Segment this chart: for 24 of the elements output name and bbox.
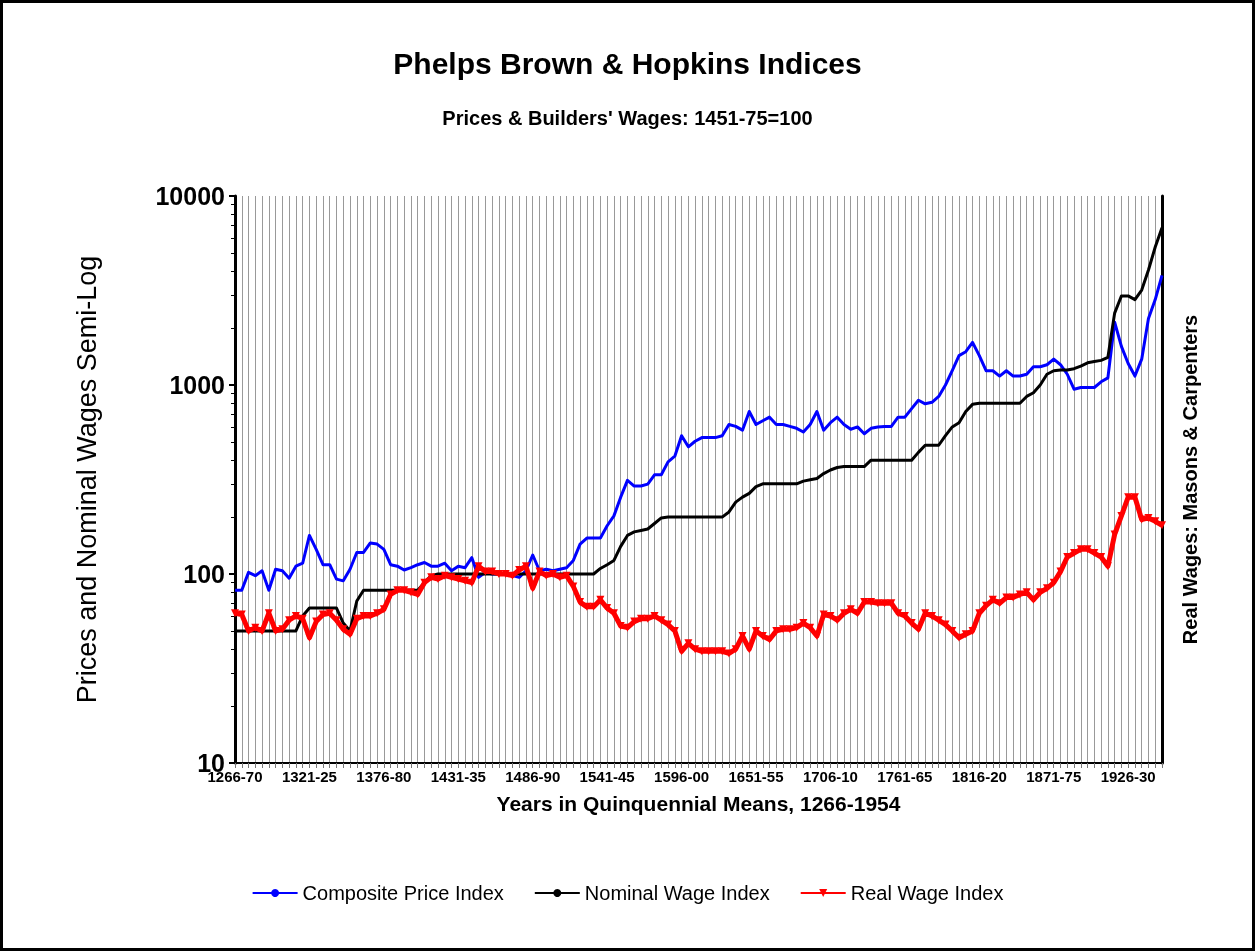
legend-label: Real Wage Index xyxy=(850,882,1004,904)
line-series xyxy=(233,273,1164,592)
x-tick-label: 1816-20 xyxy=(951,768,1007,785)
y-tick-label: 10000 xyxy=(155,182,225,210)
chart-title: Phelps Brown & Hopkins Indices xyxy=(393,46,862,80)
x-axis-title: Years in Quinquennial Means, 1266-1954 xyxy=(496,792,901,815)
y2-axis-title: Real Wages: Masons & Carpenters xyxy=(1179,314,1201,645)
x-tick-label: 1926-30 xyxy=(1100,768,1156,785)
y-tick-label: 1000 xyxy=(169,371,225,399)
x-tick-label: 1486-90 xyxy=(505,768,561,785)
legend-label: Composite Price Index xyxy=(302,882,504,904)
x-tick-label: 1871-75 xyxy=(1026,768,1082,785)
x-tick-label: 1596-00 xyxy=(654,768,710,785)
x-tick-label: 1761-65 xyxy=(877,768,933,785)
chart-subtitle: Prices & Builders' Wages: 1451-75=100 xyxy=(442,107,813,129)
x-tick-label: 1706-10 xyxy=(802,768,858,785)
x-tick-label: 1376-80 xyxy=(356,768,412,785)
x-tick-label: 1541-45 xyxy=(579,768,635,785)
y-tick-label: 100 xyxy=(183,560,225,588)
x-tick-label: 1651-55 xyxy=(728,768,784,785)
x-tick-label: 1321-25 xyxy=(281,768,337,785)
x-tick-label: 1431-35 xyxy=(430,768,486,785)
y-axis-title: Prices and Nominal Wages Semi-Log xyxy=(71,255,102,704)
legend-label: Nominal Wage Index xyxy=(584,882,770,904)
